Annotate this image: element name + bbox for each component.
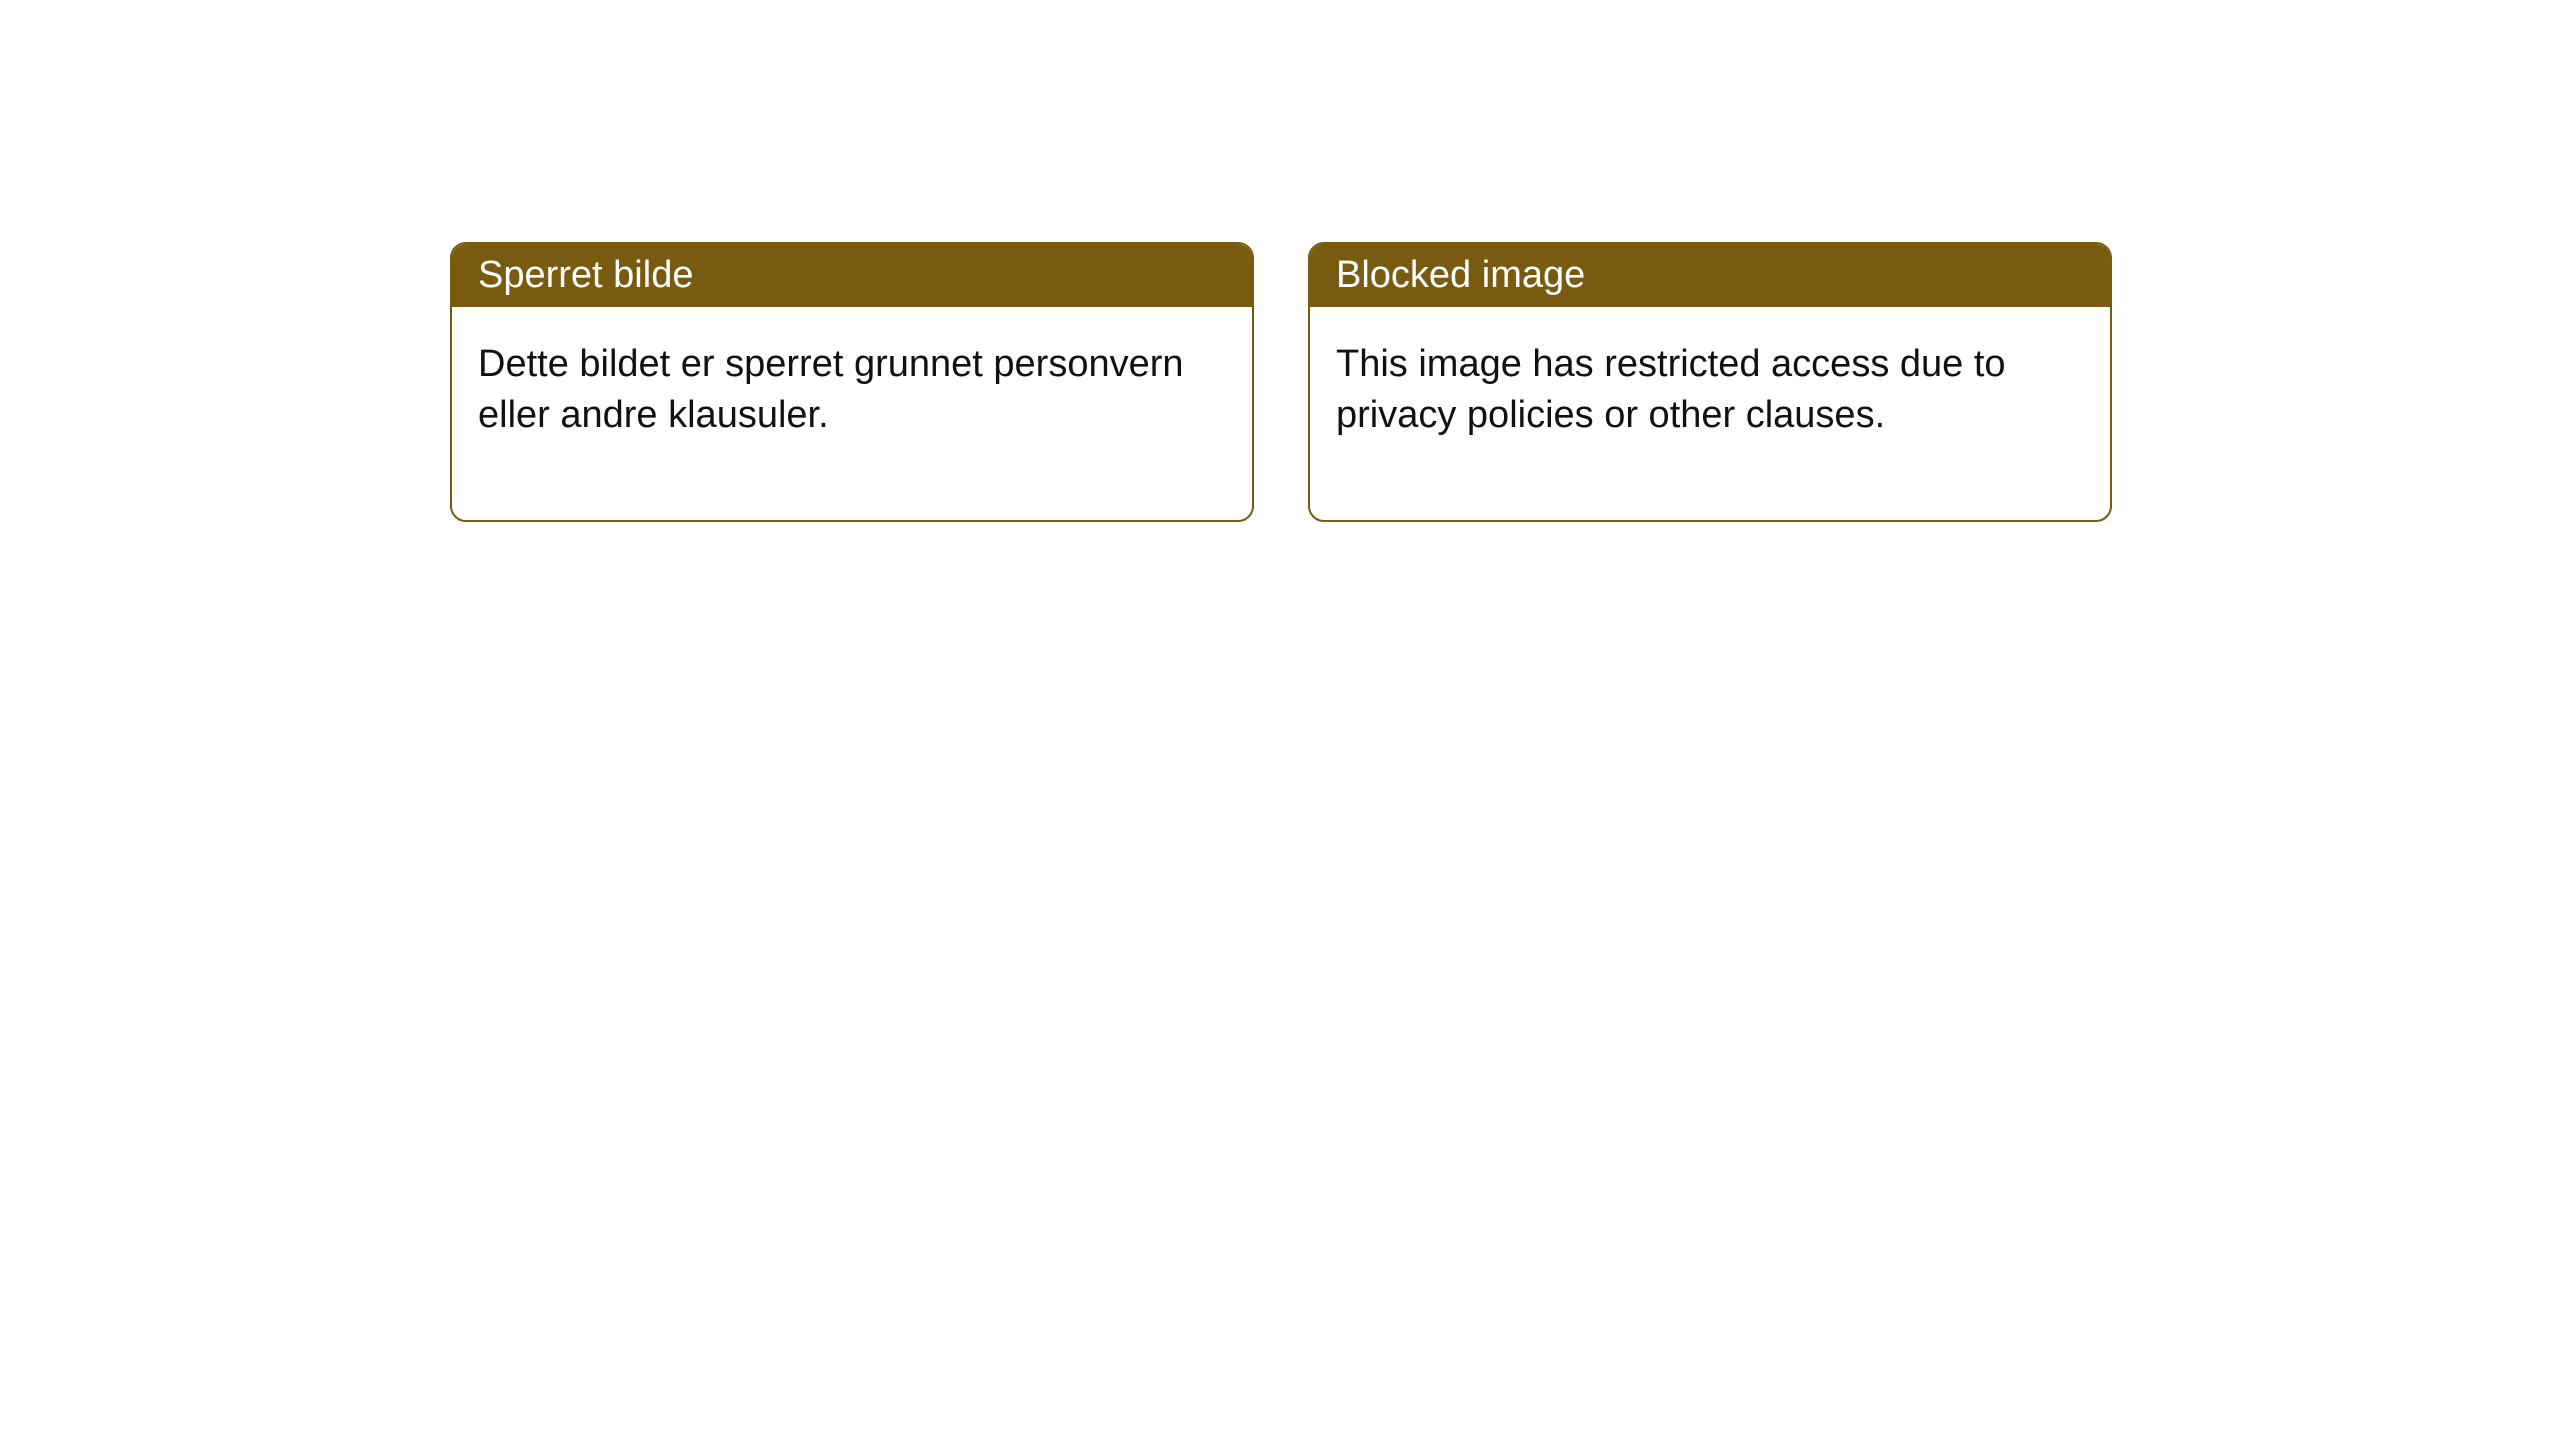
card-body-text: Dette bildet er sperret grunnet personve…	[478, 343, 1184, 436]
notice-card-english: Blocked image This image has restricted …	[1308, 242, 2112, 522]
card-body: Dette bildet er sperret grunnet personve…	[452, 307, 1252, 520]
card-body-text: This image has restricted access due to …	[1336, 343, 2006, 436]
card-title: Blocked image	[1336, 254, 1585, 296]
notice-cards-container: Sperret bilde Dette bildet er sperret gr…	[0, 0, 2560, 522]
card-body: This image has restricted access due to …	[1310, 307, 2110, 520]
notice-card-norwegian: Sperret bilde Dette bildet er sperret gr…	[450, 242, 1254, 522]
card-title: Sperret bilde	[478, 254, 693, 296]
card-header: Sperret bilde	[452, 244, 1252, 307]
card-header: Blocked image	[1310, 244, 2110, 307]
